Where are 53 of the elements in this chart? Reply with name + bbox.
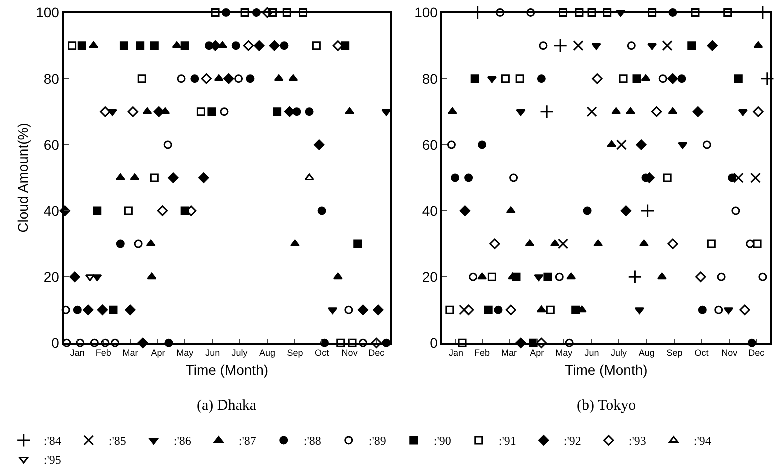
x-axis-title: Time (Month) (565, 362, 648, 378)
text: (b) Tokyo (577, 398, 636, 414)
legend-label: :'90 (434, 434, 452, 448)
x-tick-label: Aug (259, 348, 276, 358)
legend-label: :'89 (368, 434, 386, 448)
y-tick-label: 0 (430, 335, 438, 352)
x-tick-label: Mar (502, 348, 518, 358)
legend-label: :'86 (174, 434, 192, 448)
x-tick-label: Jun (206, 348, 220, 358)
x-tick-label: Sep (287, 348, 304, 358)
x-tick-label: Oct (694, 348, 710, 358)
x-tick-label: May (556, 348, 574, 358)
y-tick-label: 20 (422, 269, 438, 285)
y-tick-label: 80 (44, 70, 60, 87)
x-tick-label: Apr (530, 348, 544, 358)
y-tick-label: 80 (422, 70, 438, 87)
text: (a) Dhaka (197, 398, 257, 414)
legend-label: :'85 (108, 434, 126, 448)
legend-label: :'84 (44, 434, 62, 448)
y-tick-label: 0 (52, 335, 60, 352)
x-tick-label: Jan (448, 348, 464, 358)
x-tick-label: Aug (638, 348, 655, 358)
x-axis-title: Time (Month) (186, 362, 269, 378)
x-tick-label: July (611, 348, 628, 358)
x-tick-label: Feb (474, 348, 490, 358)
y-tick-label: 40 (422, 202, 438, 219)
x-tick-label: Jun (584, 348, 600, 358)
x-tick-label: May (176, 348, 194, 358)
legend-label: :'94 (694, 434, 712, 448)
x-tick-label: Apr (151, 348, 166, 358)
legend-label: :'91 (498, 434, 516, 448)
y-tick-label: 20 (44, 269, 60, 285)
x-tick-label: Mar (122, 348, 138, 358)
x-tick-label: Sep (666, 348, 683, 358)
y-axis-title: Cloud Amount(%) (15, 123, 32, 233)
legend-label: :'95 (44, 453, 62, 468)
legend-label: :'92 (564, 434, 582, 448)
y-tick-label: 100 (36, 4, 60, 21)
x-tick-label: Nov (342, 348, 358, 358)
x-tick-label: Nov (722, 348, 738, 358)
legend-label: :'88 (304, 434, 322, 448)
legend-label: :'93 (628, 434, 646, 448)
y-tick-label: 60 (44, 136, 60, 153)
y-tick-label: 60 (422, 136, 438, 153)
x-tick-label: Dec (368, 348, 386, 358)
x-tick-label: Dec (748, 348, 766, 358)
y-tick-label: 40 (44, 202, 60, 219)
x-tick-label: Oct (315, 348, 330, 358)
legend-label: :'87 (238, 434, 256, 448)
x-tick-label: July (232, 348, 248, 358)
y-tick-label: 100 (414, 4, 438, 21)
x-tick-label: Feb (96, 348, 112, 358)
x-tick-label: Jan (70, 348, 85, 358)
